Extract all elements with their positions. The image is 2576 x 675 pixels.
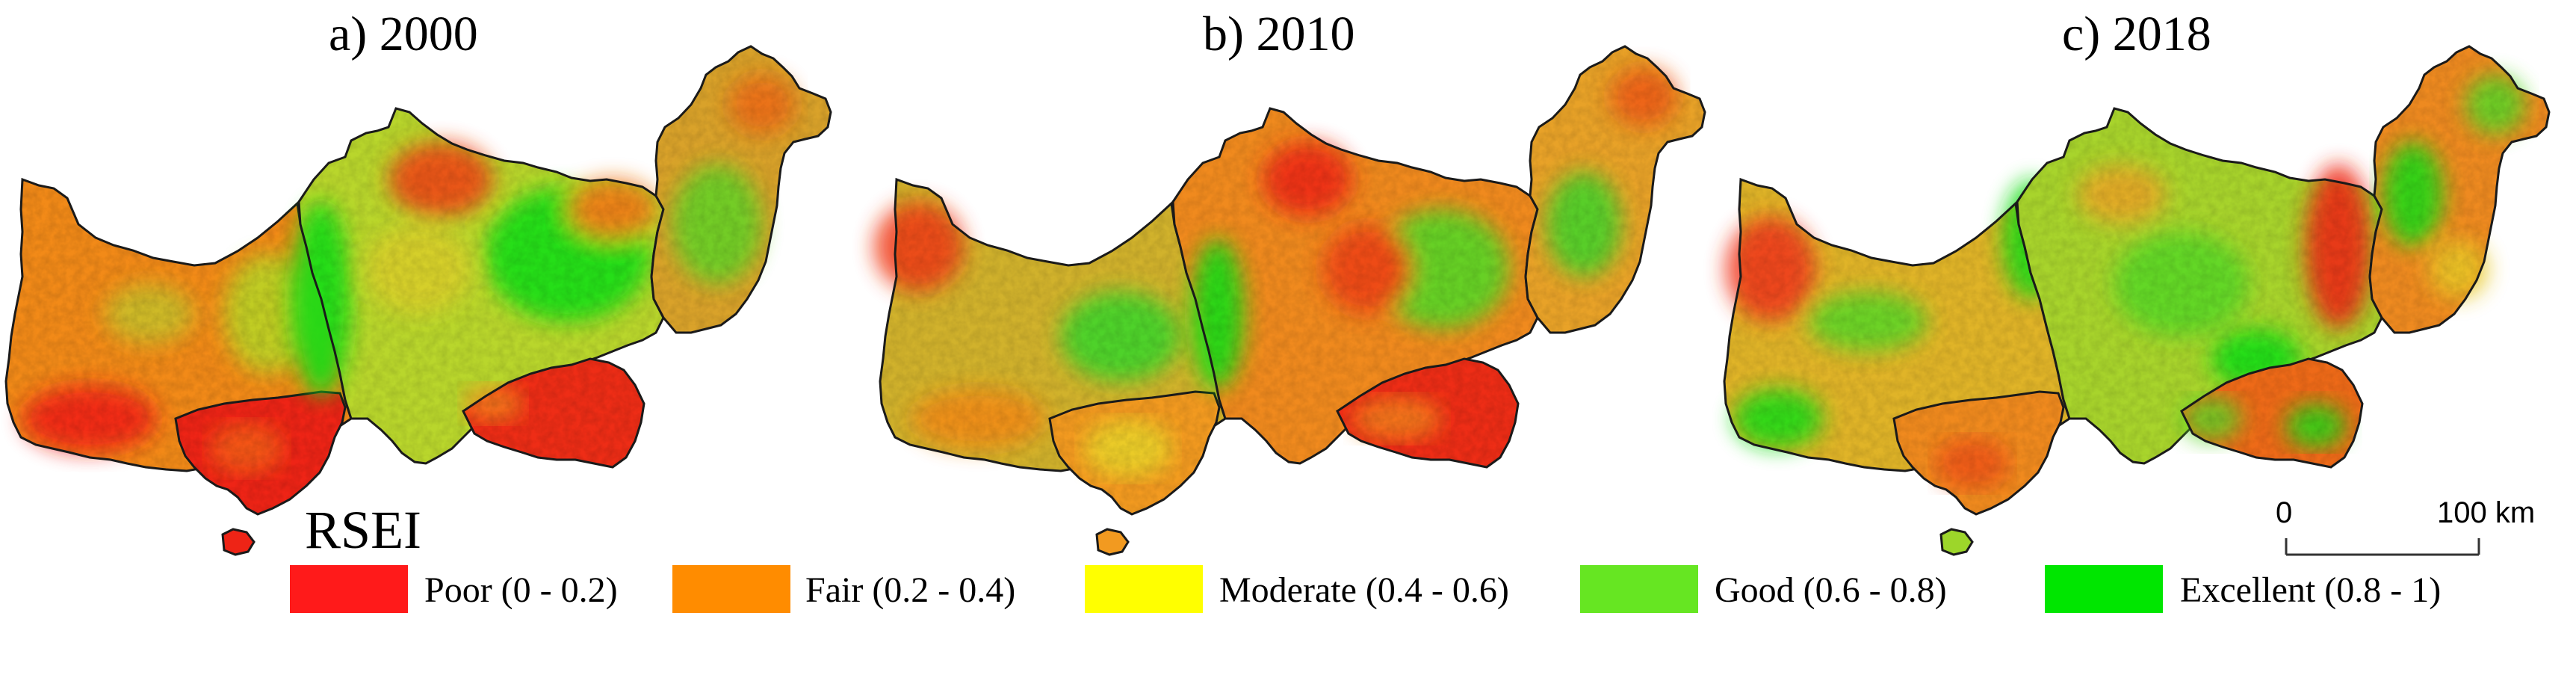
panel-title-2010: b) 2010 <box>1203 7 1355 61</box>
map-panel-2018 <box>1723 45 2551 556</box>
map-region-southeast <box>1336 357 1520 469</box>
legend-swatch-good <box>1580 565 1698 613</box>
map-region-center <box>291 107 665 465</box>
map-region-island <box>221 528 256 556</box>
legend-label-excellent: Excellent (0.8 - 1) <box>2180 570 2442 610</box>
scale-bar <box>2285 538 2480 556</box>
map-region-southeast <box>2180 357 2364 469</box>
map-region-northeast <box>2368 45 2551 334</box>
panel-title-2000: a) 2000 <box>329 7 478 61</box>
scale-bar-end-label: 100 km <box>2437 496 2536 529</box>
legend: Poor (0 - 0.2) Fair (0.2 - 0.4) Moderate… <box>0 555 2576 626</box>
map-region-south <box>1892 390 2065 516</box>
map-region-center <box>1171 107 1539 465</box>
legend-label-fair: Fair (0.2 - 0.4) <box>805 570 1016 610</box>
map-region-south <box>1048 390 1221 516</box>
map-panel-2000 <box>4 45 832 556</box>
legend-label-good: Good (0.6 - 0.8) <box>1715 570 1947 610</box>
map-region-west <box>4 178 353 472</box>
legend-swatch-fair <box>672 565 790 613</box>
legend-label-moderate: Moderate (0.4 - 0.6) <box>1219 570 1509 610</box>
map-region-south <box>174 390 347 516</box>
map-region-southeast <box>462 357 645 469</box>
legend-swatch-excellent <box>2045 565 2163 613</box>
map-region-island <box>1939 528 1974 556</box>
scale-bar-start-label: 0 <box>2276 496 2293 529</box>
map-region-center <box>2016 107 2383 465</box>
map-region-west <box>874 178 1227 472</box>
legend-label-poor: Poor (0 - 0.2) <box>424 570 618 610</box>
map-region-northeast <box>650 45 832 334</box>
map-panel-2010 <box>874 45 1706 556</box>
rsei-label: RSEI <box>305 500 422 560</box>
legend-swatch-moderate <box>1085 565 1203 613</box>
map-region-northeast <box>1524 45 1706 334</box>
panel-title-2018: c) 2018 <box>2062 7 2211 61</box>
map-region-island <box>1095 528 1130 556</box>
legend-swatch-poor <box>290 565 408 613</box>
